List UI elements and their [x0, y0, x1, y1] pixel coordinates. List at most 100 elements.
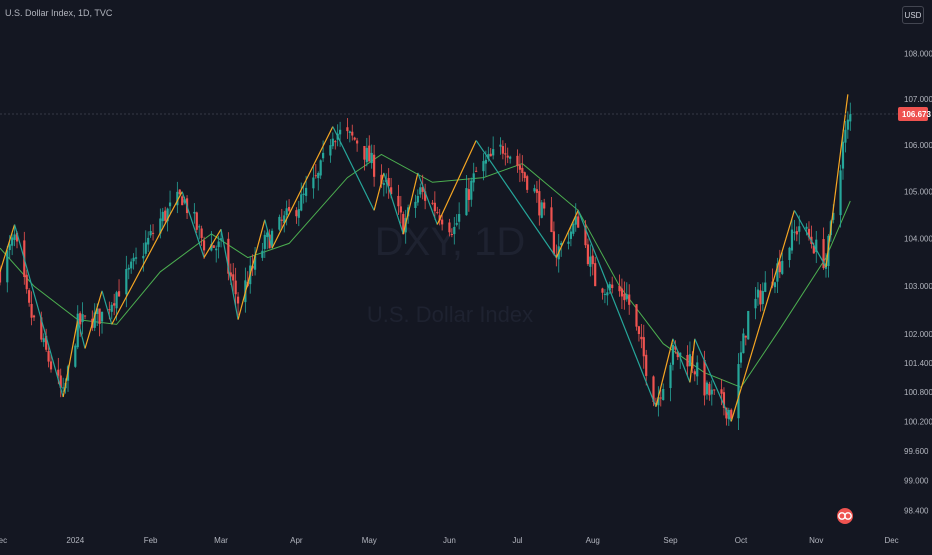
- zigzag-segment: [237, 219, 266, 320]
- candle-body: [603, 293, 607, 295]
- candle-body: [45, 335, 48, 350]
- candle-body: [844, 129, 847, 143]
- candle-body: [176, 191, 179, 206]
- candle-body: [232, 274, 235, 281]
- candle-body: [304, 187, 308, 196]
- candle-body: [297, 209, 300, 218]
- time-tick-label: Feb: [144, 536, 158, 545]
- zigzag-segment: [111, 191, 183, 325]
- time-tick-label: Apr: [290, 536, 303, 545]
- candle-body: [200, 228, 203, 238]
- candle-body: [144, 242, 147, 254]
- zigzag-segment: [825, 94, 849, 268]
- candle-body: [484, 159, 487, 164]
- time-tick-label: 2024: [66, 536, 84, 545]
- candle-body: [81, 314, 84, 323]
- candle-body: [161, 211, 164, 222]
- zigzag-segment: [694, 338, 732, 422]
- candle-body: [15, 232, 19, 242]
- time-tick-label: Oct: [735, 536, 748, 545]
- candle-body: [436, 212, 439, 214]
- candle-body: [742, 333, 745, 354]
- currency-button[interactable]: USD: [902, 6, 924, 24]
- candle-body: [149, 230, 152, 236]
- candle-body: [815, 239, 818, 252]
- price-tick-label: 104.000: [904, 235, 932, 244]
- time-tick-label: Dec: [884, 536, 898, 545]
- candle-body: [458, 214, 461, 222]
- time-tick-label: May: [362, 536, 377, 545]
- zigzag-segment: [13, 224, 64, 398]
- candle-body: [59, 375, 62, 388]
- candle-body: [132, 257, 135, 262]
- zigzag-segment: [730, 210, 795, 422]
- candle-body: [652, 376, 655, 402]
- time-axis[interactable]: Dec 2024 Feb Mar Apr May Jun Jul Aug Sep Oct Nov Dec: [0, 536, 899, 545]
- candle-body: [227, 238, 230, 274]
- tradingview-logo-icon[interactable]: [837, 508, 853, 524]
- candle-body: [737, 364, 740, 419]
- zigzag-lines: [0, 94, 849, 422]
- candle-body: [448, 222, 451, 233]
- candle-body: [550, 207, 553, 233]
- candle-body: [431, 202, 434, 204]
- zigzag-segment: [181, 191, 205, 258]
- zigzag-segment: [62, 319, 79, 398]
- candle-body: [453, 226, 456, 235]
- candle-body: [756, 289, 760, 298]
- candle-body: [421, 187, 424, 192]
- candle-body: [642, 337, 645, 357]
- candle-body: [181, 196, 184, 206]
- candle-body: [390, 187, 393, 195]
- candle-body: [518, 165, 521, 170]
- candle-body: [110, 304, 113, 312]
- candle-body: [506, 155, 509, 158]
- candle-body: [32, 315, 36, 318]
- candle-body: [8, 244, 11, 251]
- candle-body: [747, 310, 750, 340]
- candle-body: [76, 313, 79, 348]
- zigzag-segment: [101, 290, 113, 325]
- price-tick-label: 106.000: [904, 141, 932, 150]
- candle-body: [164, 210, 167, 221]
- candle-body: [504, 153, 507, 155]
- candle-body: [93, 312, 96, 328]
- candle-body: [671, 344, 675, 365]
- candle-body: [319, 160, 322, 176]
- zigzag-segment: [203, 228, 222, 258]
- candle-body: [168, 202, 172, 207]
- candle-body: [399, 206, 402, 213]
- candle-body: [236, 296, 240, 304]
- time-tick-label: Jul: [512, 536, 522, 545]
- candle-body: [215, 248, 218, 251]
- candle-body: [368, 145, 371, 162]
- candle-body: [805, 226, 808, 229]
- candle-body: [509, 156, 512, 159]
- zigzag-segment: [264, 219, 273, 249]
- candle-body: [841, 141, 845, 169]
- candle-body: [98, 308, 101, 324]
- candle-body: [416, 195, 419, 203]
- candle-body: [280, 219, 283, 221]
- price-tick-label: 98.400: [904, 506, 929, 515]
- last-price-tag: [898, 106, 928, 121]
- candle-body: [11, 237, 14, 246]
- zigzag-segment: [672, 338, 691, 383]
- candle-body: [759, 290, 762, 305]
- candle-body: [657, 397, 660, 406]
- candle-body: [346, 127, 349, 132]
- chart-title: U.S. Dollar Index, 1D, TVC: [5, 8, 113, 18]
- candle-body: [540, 202, 543, 218]
- price-axis[interactable]: 108.000 107.000 106.000 105.000 104.000 103.0…: [904, 49, 932, 515]
- candle-body: [674, 346, 677, 350]
- candle-body: [788, 247, 791, 261]
- candle-body: [467, 189, 470, 200]
- candle-body: [705, 382, 709, 395]
- time-tick-label: Aug: [586, 536, 600, 545]
- candle-body: [720, 389, 723, 394]
- time-tick-label: Mar: [214, 536, 228, 545]
- candle-body: [662, 388, 665, 401]
- candle-body: [761, 290, 764, 304]
